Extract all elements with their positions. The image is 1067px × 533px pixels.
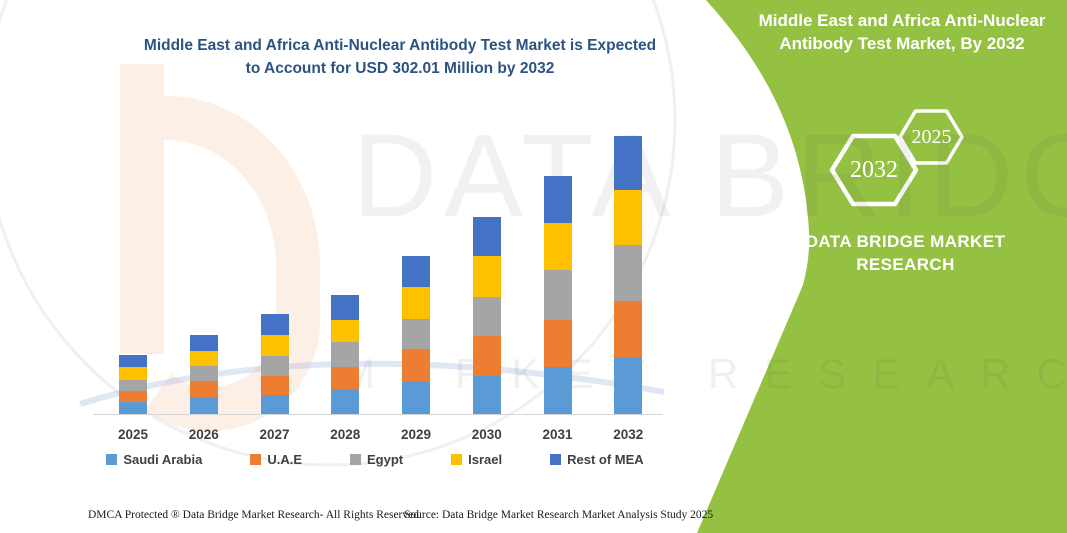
bar-segment-israel (472, 255, 501, 297)
legend-label: U.A.E (267, 452, 302, 467)
side-panel-title-line1: Middle East and Africa Anti-Nuclear (758, 11, 1046, 30)
legend-item-u-a-e: U.A.E (250, 452, 302, 467)
chart-title-line1: Middle East and Africa Anti-Nuclear Anti… (143, 37, 657, 54)
bar-segment-saudi-arabia (543, 367, 572, 414)
legend-label: Saudi Arabia (123, 452, 203, 467)
bar-segment-u-a-e (260, 375, 289, 395)
bar-segment-egypt (260, 355, 289, 376)
bar-segment-u-a-e (472, 336, 501, 376)
bar-2031 (543, 176, 572, 414)
bar-segment-rest-of-mea (260, 314, 289, 335)
bar-segment-rest-of-mea (614, 135, 643, 190)
bar-segment-rest-of-mea (402, 256, 430, 288)
bar-segment-u-a-e (331, 366, 360, 389)
bar-2028 (331, 295, 360, 414)
bar-segment-israel (260, 334, 289, 356)
legend-swatch-icon (250, 454, 262, 465)
bar-segment-egypt (472, 296, 501, 337)
x-axis-label-2026: 2026 (188, 427, 219, 442)
legend-item-egypt: Egypt (349, 452, 404, 467)
bar-segment-u-a-e (119, 390, 147, 402)
chart-title-line2: to Account for USD 302.01 Million by 203… (245, 60, 555, 78)
footer-source-text: Source: Data Bridge Market Research Mark… (404, 509, 714, 521)
legend: Saudi Arabia U.A.E Egypt Israel Rest of MEA (85, 452, 665, 467)
legend-item-rest-of-mea: Rest of MEA (550, 452, 644, 467)
hexagon-2025-icon (898, 109, 964, 165)
bar-segment-saudi-arabia (119, 401, 147, 414)
bar-2030 (472, 216, 501, 414)
x-axis-label-2029: 2029 (400, 427, 432, 442)
bar-segment-saudi-arabia (189, 397, 218, 414)
brand-name: DATA BRIDGE MARKET RESEARCH (805, 232, 1006, 274)
footer-dmca-text: DMCA Protected ® Data Bridge Market Rese… (88, 509, 422, 521)
legend-swatch-icon (349, 454, 361, 465)
x-axis-label-2031: 2031 (542, 427, 573, 442)
chart-title: Middle East and Africa Anti-Nuclear Anti… (82, 34, 718, 81)
legend-label: Rest of MEA (567, 452, 644, 467)
legend-item-saudi-arabia: Saudi Arabia (106, 452, 202, 467)
bar-segment-rest-of-mea (119, 354, 147, 368)
legend-swatch-icon (106, 454, 118, 465)
bar-segment-israel (543, 223, 572, 271)
bar-segment-rest-of-mea (331, 295, 360, 321)
bar-segment-egypt (543, 270, 572, 320)
bar-segment-israel (119, 367, 147, 381)
bar-segment-rest-of-mea (189, 334, 218, 352)
bar-segment-israel (402, 287, 430, 319)
x-axis-line (93, 414, 663, 415)
bar-segment-israel (614, 189, 643, 245)
bar-2029 (402, 256, 430, 414)
bar-segment-u-a-e (543, 319, 572, 368)
bar-segment-israel (331, 320, 360, 343)
bar-segment-egypt (614, 244, 643, 301)
bar-2025 (119, 354, 147, 414)
legend-item-israel: Israel (451, 452, 502, 467)
bar-2026 (189, 334, 218, 414)
x-axis-label-2025: 2025 (117, 427, 149, 442)
x-axis-label-2030: 2030 (471, 427, 502, 442)
bar-segment-saudi-arabia (614, 357, 643, 414)
bar-segment-egypt (189, 365, 218, 381)
bar-segment-u-a-e (614, 300, 643, 358)
bar-2032 (614, 135, 643, 414)
x-axis-label-2032: 2032 (613, 427, 644, 442)
legend-label: Egypt (366, 452, 404, 467)
legend-swatch-icon (451, 454, 463, 465)
bar-segment-egypt (402, 318, 430, 350)
x-axis-label-2028: 2028 (330, 427, 361, 442)
bar-2027 (260, 314, 289, 414)
hexagon-2032-label: 2032 (850, 157, 898, 183)
bar-segment-egypt (331, 342, 360, 367)
bar-segment-saudi-arabia (402, 382, 430, 414)
side-panel-title-line2: Antibody Test Market, By 2032 (779, 34, 1025, 54)
bar-segment-u-a-e (189, 380, 218, 398)
side-panel-title: Middle East and Africa Anti-Nuclear Anti… (742, 9, 1062, 56)
bar-segment-u-a-e (402, 349, 430, 383)
hexagon-2025-label: 2025 (911, 126, 952, 148)
bar-segment-saudi-arabia (260, 394, 289, 414)
x-axis-label-2027: 2027 (259, 427, 290, 442)
bar-segment-rest-of-mea (472, 216, 501, 256)
bar-segment-egypt (119, 380, 147, 391)
bar-segment-rest-of-mea (543, 176, 572, 224)
legend-swatch-icon (550, 454, 562, 465)
legend-label: Israel (468, 452, 503, 467)
bar-segment-israel (189, 351, 218, 366)
bar-segment-saudi-arabia (331, 389, 360, 414)
bar-segment-saudi-arabia (472, 375, 501, 414)
hexagon-2032-icon (829, 133, 919, 207)
